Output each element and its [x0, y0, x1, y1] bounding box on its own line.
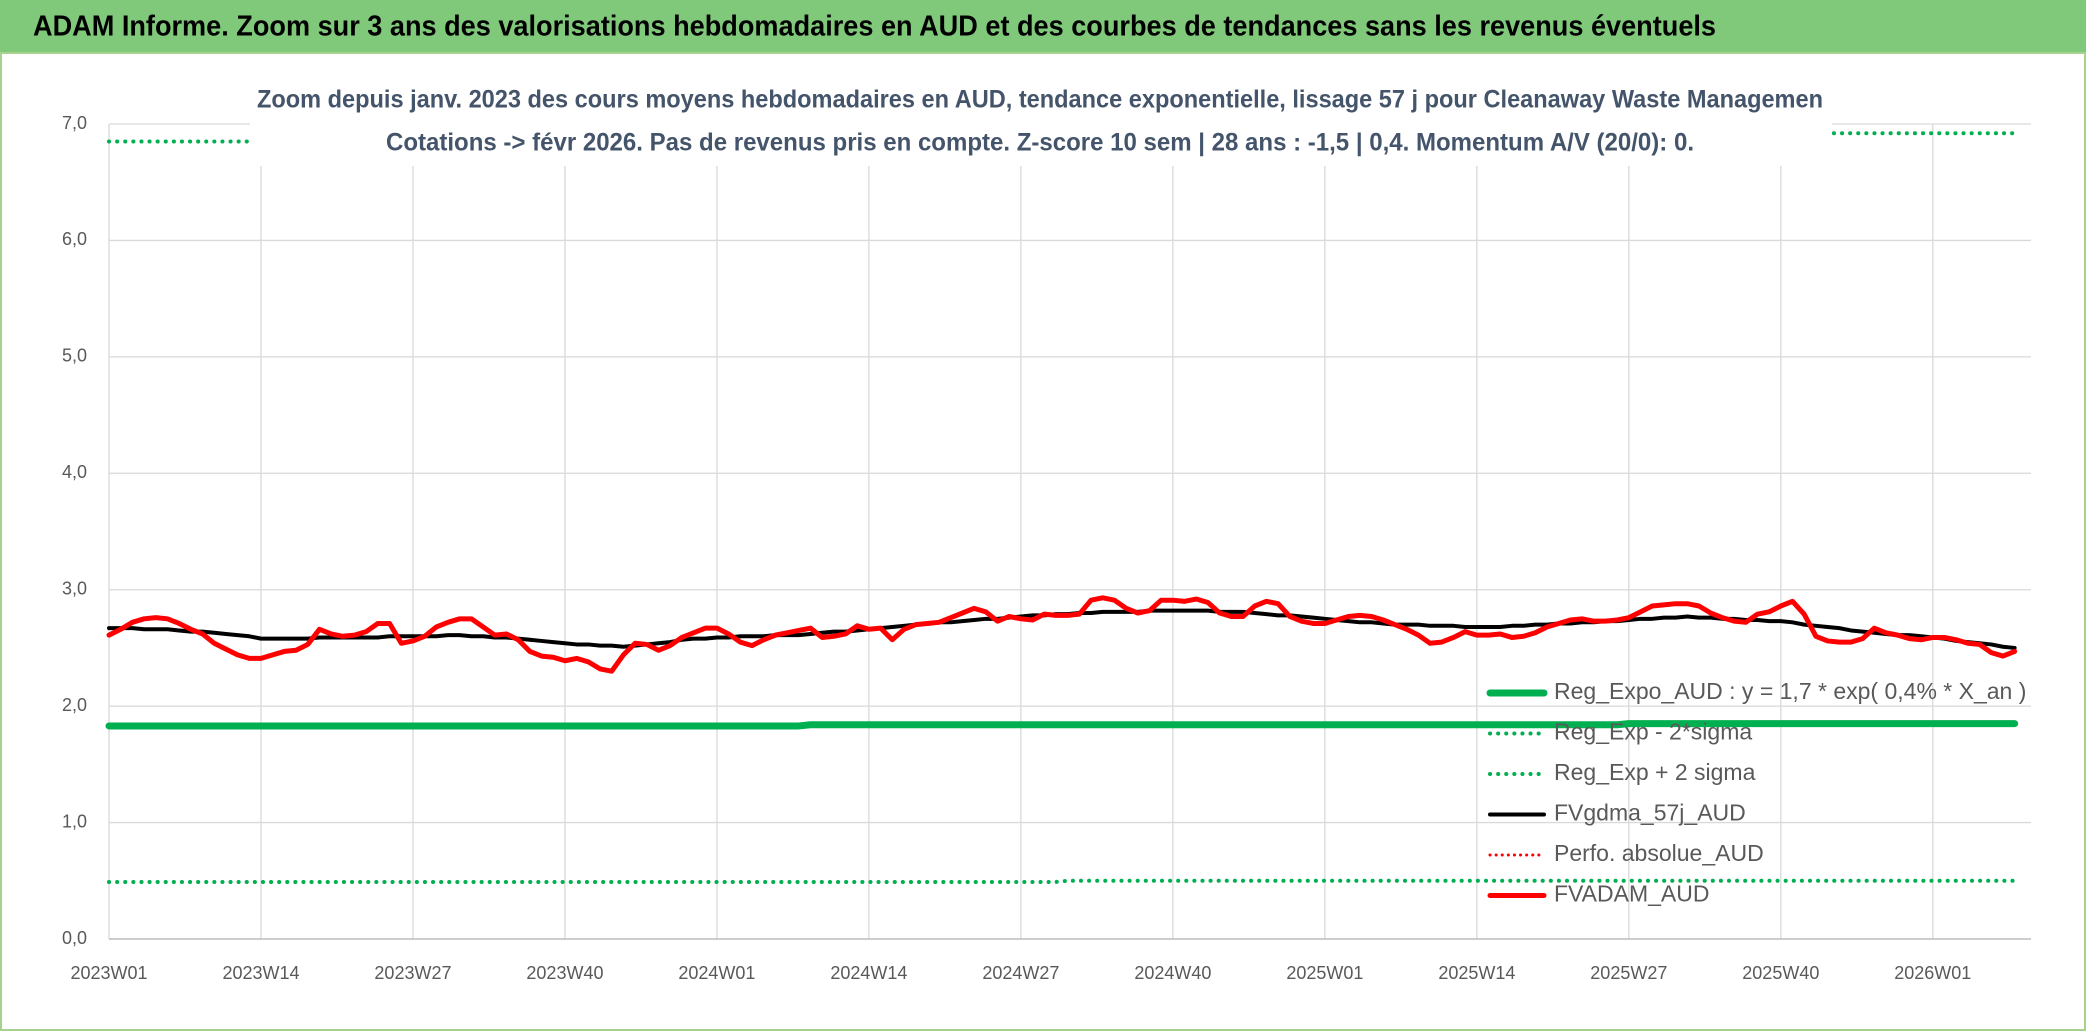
plot-area: 0,0 1,0 2,0 3,0 4,0 5,0 6,0 7,0 2023W01 2023W14 20…	[62, 113, 2031, 983]
series-line	[107, 878, 2017, 884]
header-bar	[0, 0, 2086, 53]
y-tick-label: 3,0	[62, 578, 87, 598]
legend-label: Reg_Exp - 2*sigma	[1554, 719, 1752, 745]
frame	[0, 52, 2086, 1031]
y-tick-label: 4,0	[62, 462, 87, 482]
legend-label: FVADAM_AUD	[1554, 881, 1710, 907]
x-tick-label: 2023W01	[70, 963, 147, 983]
legend-label: Reg_Expo_AUD : y = 1,7 * exp( 0,4% * X_a…	[1554, 678, 2026, 704]
series-line	[106, 595, 2018, 674]
legend: Reg_Expo_AUD : y = 1,7 * exp( 0,4% * X_a…	[1486, 678, 2026, 907]
x-tick-label: 2023W14	[222, 963, 299, 983]
title-background	[250, 78, 1832, 166]
legend-label: Reg_Exp + 2 sigma	[1554, 759, 1756, 785]
y-tick-label: 0,0	[62, 928, 87, 948]
chart-subtitle: Cotations -> févr 2026. Pas de revenus p…	[386, 129, 1694, 157]
x-tick-label: 2025W14	[1438, 963, 1515, 983]
header-title: ADAM Informe. Zoom sur 3 ans des valoris…	[33, 11, 1716, 43]
chart-title: Zoom depuis janv. 2023 des cours moyens …	[257, 86, 1823, 114]
y-tick-label: 6,0	[62, 229, 87, 249]
y-tick-label: 5,0	[62, 346, 87, 366]
x-tick-label: 2023W27	[374, 963, 451, 983]
x-tick-label: 2025W27	[1590, 963, 1667, 983]
x-tick-label: 2024W27	[982, 963, 1059, 983]
x-tick-label: 2024W14	[830, 963, 907, 983]
x-tick-label: 2025W01	[1286, 963, 1363, 983]
x-tick-label: 2024W01	[678, 963, 755, 983]
x-tick-label: 2023W40	[526, 963, 603, 983]
legend-label: FVgdma_57j_AUD	[1554, 800, 1746, 826]
series-line	[105, 720, 2019, 730]
legend-label: Perfo. absolue_AUD	[1554, 840, 1764, 866]
y-tick-label: 7,0	[62, 113, 87, 133]
x-tick-label: 2026W01	[1894, 963, 1971, 983]
x-tick-label: 2025W40	[1742, 963, 1819, 983]
y-tick-label: 2,0	[62, 695, 87, 715]
y-tick-label: 1,0	[62, 811, 87, 831]
x-tick-label: 2024W40	[1134, 963, 1211, 983]
title-box: Zoom depuis janv. 2023 des cours moyens …	[250, 78, 1832, 166]
